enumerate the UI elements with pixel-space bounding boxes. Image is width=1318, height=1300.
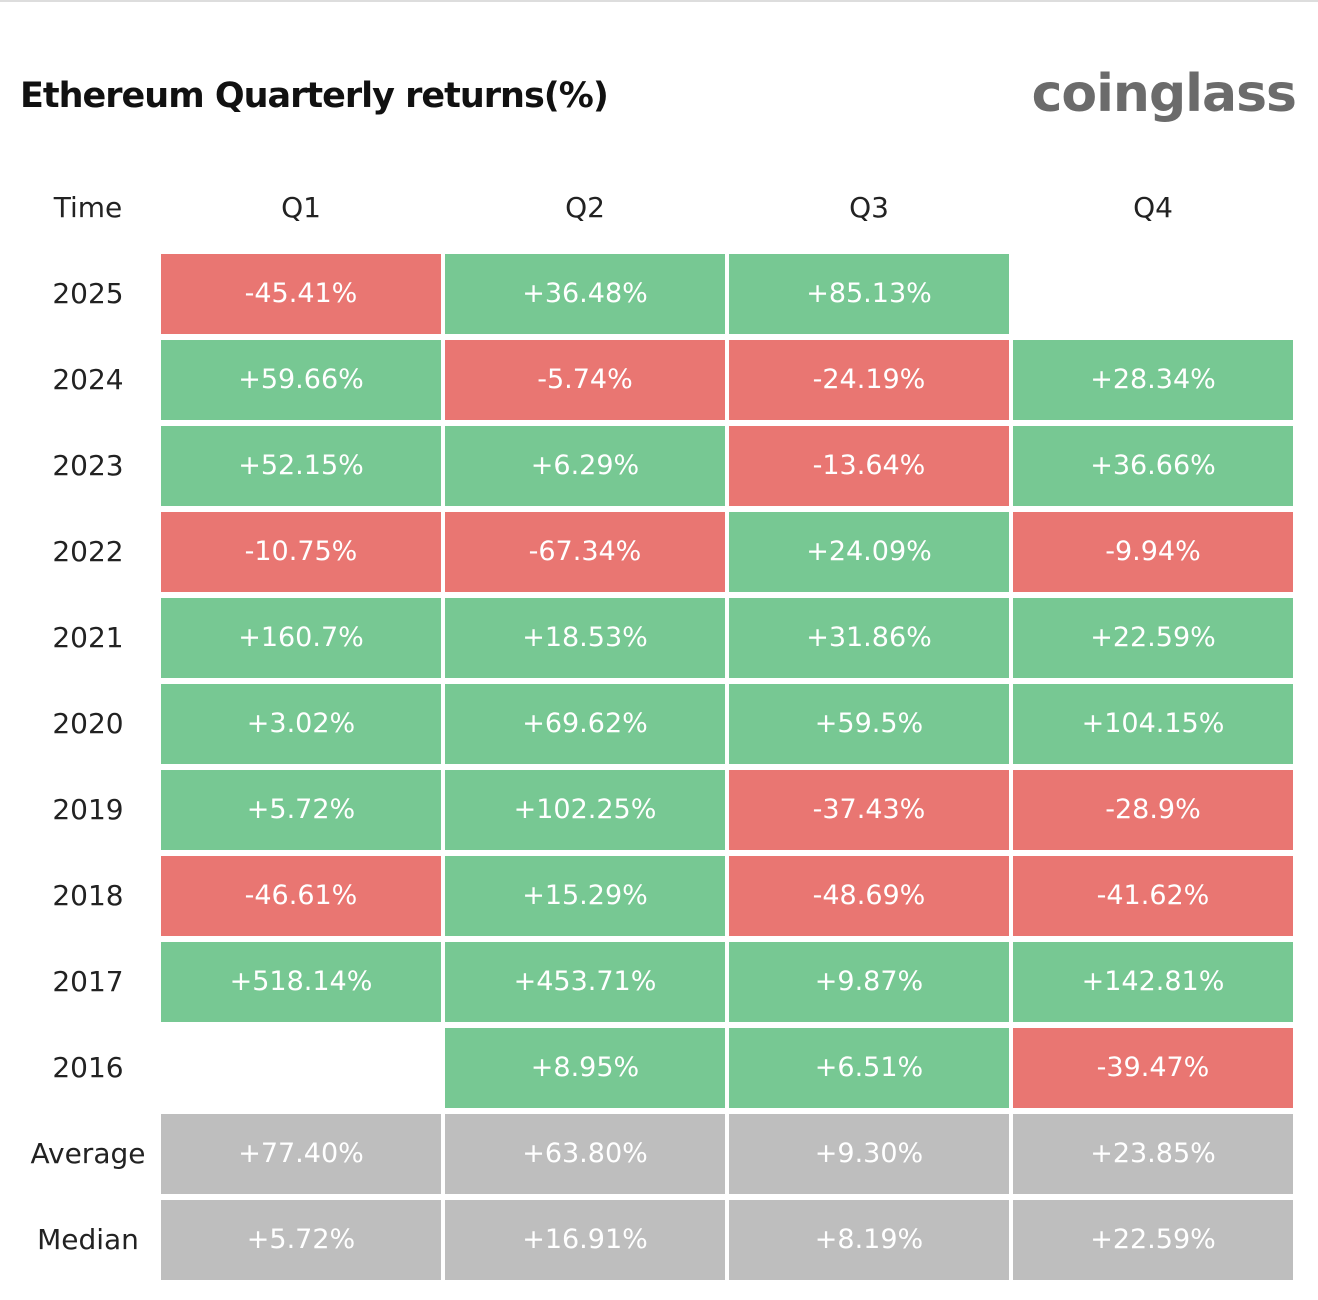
return-cell: +36.48% xyxy=(445,254,725,334)
row-label: 2022 xyxy=(52,535,124,568)
row-label: Median xyxy=(37,1223,139,1256)
return-cell: +22.59% xyxy=(1013,598,1293,678)
column-header: Time xyxy=(53,191,123,224)
return-cell: -45.41% xyxy=(161,254,441,334)
return-cell: +8.95% xyxy=(445,1028,725,1108)
row-label: 2016 xyxy=(52,1051,124,1084)
column-header: Q3 xyxy=(849,191,889,224)
return-cell: +22.59% xyxy=(1013,1200,1293,1280)
return-cell: +59.5% xyxy=(729,684,1009,764)
return-cell: -48.69% xyxy=(729,856,1009,936)
return-cell: +23.85% xyxy=(1013,1114,1293,1194)
return-cell: +160.7% xyxy=(161,598,441,678)
return-cell: +104.15% xyxy=(1013,684,1293,764)
row-label: 2018 xyxy=(52,879,124,912)
return-cell: -10.75% xyxy=(161,512,441,592)
return-cell: -37.43% xyxy=(729,770,1009,850)
return-cell: +31.86% xyxy=(729,598,1009,678)
return-cell: -39.47% xyxy=(1013,1028,1293,1108)
row-label: 2020 xyxy=(52,707,124,740)
return-cell: -46.61% xyxy=(161,856,441,936)
row-label: 2025 xyxy=(52,277,124,310)
return-cell: -9.94% xyxy=(1013,512,1293,592)
column-header: Q2 xyxy=(565,191,605,224)
return-cell: +3.02% xyxy=(161,684,441,764)
row-label: 2021 xyxy=(52,621,124,654)
return-cell: +16.91% xyxy=(445,1200,725,1280)
row-label: 2019 xyxy=(52,793,124,826)
column-header: Q1 xyxy=(281,191,321,224)
brand: coinglass xyxy=(1031,64,1297,124)
return-cell: +28.34% xyxy=(1013,340,1293,420)
return-cell: +9.87% xyxy=(729,942,1009,1022)
return-cell: +15.29% xyxy=(445,856,725,936)
return-cell: +63.80% xyxy=(445,1114,725,1194)
return-cell: +77.40% xyxy=(161,1114,441,1194)
return-cell: +69.62% xyxy=(445,684,725,764)
return-cell: +24.09% xyxy=(729,512,1009,592)
row-label: 2023 xyxy=(52,449,124,482)
return-cell: +6.51% xyxy=(729,1028,1009,1108)
return-cell: +52.15% xyxy=(161,426,441,506)
title: Ethereum Quarterly returns(%) xyxy=(20,76,609,116)
return-cell: +518.14% xyxy=(161,942,441,1022)
return-cell: +6.29% xyxy=(445,426,725,506)
row-label: 2024 xyxy=(52,363,124,396)
row-label: 2017 xyxy=(52,965,124,998)
return-cell: +36.66% xyxy=(1013,426,1293,506)
return-cell: -41.62% xyxy=(1013,856,1293,936)
return-cell: -13.64% xyxy=(729,426,1009,506)
return-cell: +5.72% xyxy=(161,1200,441,1280)
return-cell: +8.19% xyxy=(729,1200,1009,1280)
return-cell: +5.72% xyxy=(161,770,441,850)
return-cell: -67.34% xyxy=(445,512,725,592)
return-cell: +9.30% xyxy=(729,1114,1009,1194)
return-cell: -28.9% xyxy=(1013,770,1293,850)
return-cell: +453.71% xyxy=(445,942,725,1022)
return-cell: +85.13% xyxy=(729,254,1009,334)
row-label: Average xyxy=(30,1137,146,1170)
return-cell: +59.66% xyxy=(161,340,441,420)
return-cell: +102.25% xyxy=(445,770,725,850)
return-cell: +18.53% xyxy=(445,598,725,678)
column-header: Q4 xyxy=(1133,191,1173,224)
return-cell: +142.81% xyxy=(1013,942,1293,1022)
return-cell: -24.19% xyxy=(729,340,1009,420)
return-cell: -5.74% xyxy=(445,340,725,420)
